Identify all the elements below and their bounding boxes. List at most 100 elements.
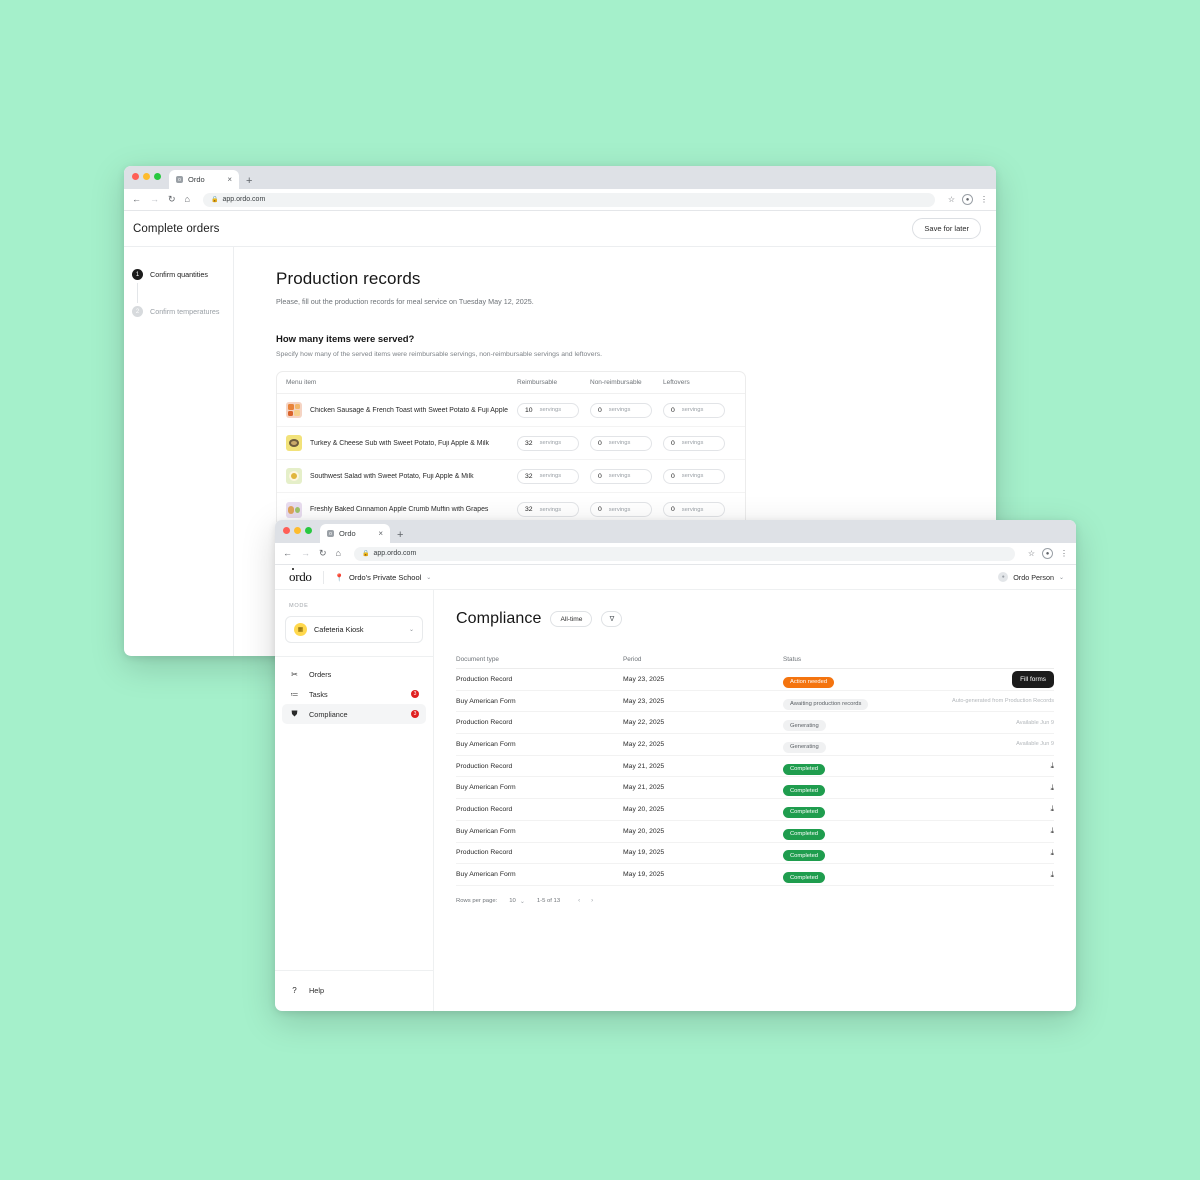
status-badge: Completed	[783, 850, 826, 862]
table-row[interactable]: Production Record May 21, 2025 Completed…	[456, 756, 1054, 778]
maximize-window-button[interactable]	[154, 173, 161, 180]
school-selector[interactable]: 📍 Ordo's Private School ⌄	[335, 573, 432, 582]
browser-tab[interactable]: o Ordo ×	[169, 170, 239, 189]
sidebar-item-help[interactable]: ? Help	[282, 980, 426, 1000]
download-icon[interactable]: ⤓	[1050, 869, 1054, 879]
row-action[interactable]: ⤓	[934, 826, 1054, 836]
back-icon[interactable]: ←	[132, 194, 141, 204]
download-icon[interactable]: ⤓	[1050, 847, 1054, 857]
browser-window-complete-orders[interactable]: o Ordo × + ← → ↻ ⌂ 🔒 app.ordo.com ☆ ● ⋮ …	[124, 166, 996, 656]
profile-avatar-icon[interactable]: ●	[962, 194, 973, 205]
sidebar-item-tasks[interactable]: ≔ Tasks 3	[282, 684, 426, 704]
table-row[interactable]: Buy American Form May 19, 2025 Completed…	[456, 864, 1054, 886]
browser-menu-icon[interactable]: ⋮	[1060, 549, 1068, 558]
table-row[interactable]: Chicken Sausage & French Toast with Swee…	[277, 394, 745, 427]
reload-icon[interactable]: ↻	[168, 194, 176, 204]
browser-menu-icon[interactable]: ⋮	[980, 195, 988, 204]
non-reimbursable-cell[interactable]: 0 servings	[590, 435, 663, 451]
reimbursable-cell[interactable]: 10 servings	[517, 402, 590, 418]
bookmark-star-icon[interactable]: ☆	[947, 195, 955, 204]
date-range-chip[interactable]: All-time	[550, 611, 593, 627]
table-row[interactable]: Production Record May 20, 2025 Completed…	[456, 799, 1054, 821]
address-bar[interactable]: 🔒 app.ordo.com	[202, 192, 935, 207]
leftovers-cell[interactable]: 0 servings	[663, 468, 736, 484]
row-action[interactable]: ⤓	[934, 870, 1054, 880]
leftovers-cell[interactable]: 0 servings	[663, 502, 736, 517]
sidebar-footer: ? Help	[275, 970, 433, 1011]
reload-icon[interactable]: ↻	[319, 548, 327, 558]
reimbursable-cell[interactable]: 32 servings	[517, 468, 590, 484]
step-confirm-quantities[interactable]: 1 Confirm quantities	[132, 269, 233, 280]
production-records-panel: Production records Please, fill out the …	[234, 247, 996, 656]
browser-tab[interactable]: o Ordo ×	[320, 524, 390, 543]
new-tab-icon[interactable]: +	[246, 175, 253, 187]
user-menu[interactable]: ● Ordo Person ⌄	[998, 572, 1064, 582]
row-action[interactable]: ⤓	[934, 848, 1054, 858]
table-row[interactable]: Production Record May 22, 2025 Generatin…	[456, 712, 1054, 735]
user-name: Ordo Person	[1013, 572, 1054, 582]
window-traffic-lights[interactable]	[283, 527, 312, 534]
window-traffic-lights[interactable]	[132, 173, 161, 180]
row-action[interactable]: ⤓	[934, 804, 1054, 814]
download-icon[interactable]: ⤓	[1050, 804, 1054, 814]
download-icon[interactable]: ⤓	[1050, 782, 1054, 792]
table-row[interactable]: Production Record May 23, 2025 Action ne…	[456, 669, 1054, 691]
reimbursable-cell[interactable]: 32 servings	[517, 435, 590, 451]
column-status: Status	[783, 656, 802, 663]
download-icon[interactable]: ⤓	[1050, 826, 1054, 836]
row-action[interactable]: Fill forms	[934, 670, 1054, 688]
close-window-button[interactable]	[132, 173, 139, 180]
forward-icon[interactable]: →	[150, 194, 159, 204]
table-row[interactable]: Buy American Form May 22, 2025 Generatin…	[456, 734, 1054, 756]
reimbursable-cell[interactable]: 32 servings	[517, 502, 590, 517]
table-row[interactable]: Turkey & Cheese Sub with Sweet Potato, F…	[277, 427, 745, 460]
leftovers-input: 0 servings	[663, 502, 725, 517]
sidebar-item-compliance[interactable]: ⛊ Compliance 3	[282, 704, 426, 724]
table-row[interactable]: Buy American Form May 21, 2025 Completed…	[456, 777, 1054, 800]
mode-selector[interactable]: ▦ Cafeteria Kiosk ⌄	[285, 616, 423, 643]
rows-per-page-select[interactable]: 10 ⌄	[509, 898, 525, 905]
unit-label: servings	[681, 506, 704, 513]
previous-page-button[interactable]: ‹	[578, 898, 581, 905]
tab-title: Ordo	[339, 529, 356, 538]
tab-close-icon[interactable]: ×	[378, 528, 383, 538]
table-row[interactable]: Southwest Salad with Sweet Potato, Fuji …	[277, 460, 745, 493]
forward-icon[interactable]: →	[301, 548, 310, 558]
tab-favicon-icon: o	[176, 176, 183, 183]
address-bar[interactable]: 🔒 app.ordo.com	[353, 546, 1015, 561]
download-icon[interactable]: ⤓	[1050, 761, 1054, 771]
back-icon[interactable]: ←	[283, 548, 292, 558]
ordo-logo[interactable]: ordo	[289, 568, 312, 584]
new-tab-icon[interactable]: +	[397, 529, 404, 541]
non-reimbursable-cell[interactable]: 0 servings	[590, 468, 663, 484]
step-confirm-temperatures[interactable]: 2 Confirm temperatures	[132, 306, 233, 317]
filter-icon[interactable]: ∇	[601, 611, 623, 627]
table-row[interactable]: Freshly Baked Cinnamon Apple Crumb Muffi…	[277, 493, 745, 526]
next-page-button[interactable]: ›	[591, 898, 594, 905]
table-row[interactable]: Buy American Form May 23, 2025 Awaiting …	[456, 691, 1054, 713]
home-icon[interactable]: ⌂	[335, 548, 341, 558]
non-reimbursable-cell[interactable]: 0 servings	[590, 402, 663, 418]
non-reimbursable-cell[interactable]: 0 servings	[590, 502, 663, 517]
minimize-window-button[interactable]	[143, 173, 150, 180]
tab-close-icon[interactable]: ×	[227, 174, 232, 184]
browser-window-compliance[interactable]: o Ordo × + ← → ↻ ⌂ 🔒 app.ordo.com ☆ ● ⋮ …	[275, 520, 1076, 1011]
sidebar-item-orders[interactable]: ✂ Orders	[282, 664, 426, 684]
table-row[interactable]: Buy American Form May 20, 2025 Completed…	[456, 821, 1054, 843]
question-subtext: Specify how many of the served items wer…	[276, 351, 603, 358]
maximize-window-button[interactable]	[305, 527, 312, 534]
home-icon[interactable]: ⌂	[184, 194, 190, 204]
browser-toolbar-actions: ☆ ● ⋮	[1028, 548, 1068, 559]
leftovers-cell[interactable]: 0 servings	[663, 435, 736, 451]
minimize-window-button[interactable]	[294, 527, 301, 534]
bookmark-star-icon[interactable]: ☆	[1027, 549, 1035, 558]
fill-forms-button[interactable]: Fill forms	[1012, 670, 1054, 688]
save-for-later-button[interactable]: Save for later	[912, 218, 981, 239]
row-action[interactable]: ⤓	[934, 783, 1054, 793]
profile-avatar-icon[interactable]: ●	[1042, 548, 1053, 559]
row-action[interactable]: ⤓	[934, 761, 1054, 771]
close-window-button[interactable]	[283, 527, 290, 534]
step-label: Confirm quantities	[150, 270, 208, 279]
table-row[interactable]: Production Record May 19, 2025 Completed…	[456, 843, 1054, 865]
leftovers-cell[interactable]: 0 servings	[663, 402, 736, 418]
